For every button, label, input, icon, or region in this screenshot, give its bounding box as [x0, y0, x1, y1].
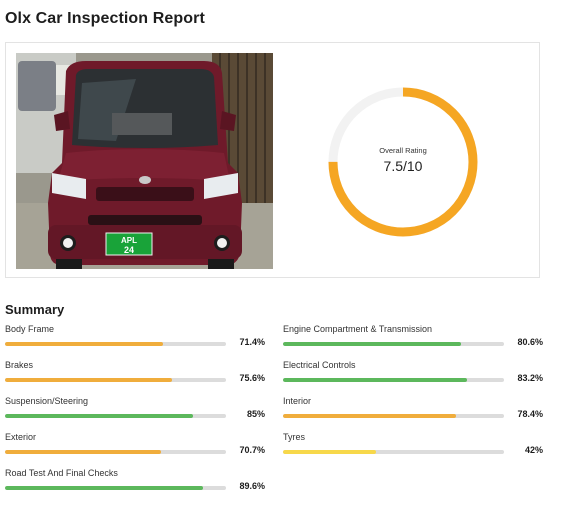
progress-fill: [283, 378, 467, 382]
progress-track: [283, 378, 504, 382]
metric-value: 42%: [524, 445, 543, 455]
page-title: Olx Car Inspection Report: [5, 10, 205, 27]
progress-track: [5, 450, 226, 454]
metric-value: 70.7%: [239, 445, 265, 455]
progress-track: [283, 414, 504, 418]
summary-item-road-test: Road Test And Final Checks 89.6%: [5, 468, 265, 498]
metric-value: 78.4%: [517, 409, 543, 419]
plate-line2-text: 24: [124, 245, 134, 255]
summary-item-body-frame: Body Frame 71.4%: [5, 324, 265, 354]
overall-rating-gauge: Overall Rating 7.5/10: [324, 83, 482, 241]
summary-item-brakes: Brakes 75.6%: [5, 360, 265, 390]
metric-value: 85%: [246, 409, 265, 419]
summary-item-exterior: Exterior 70.7%: [5, 432, 265, 462]
progress-track: [283, 450, 504, 454]
metric-label: Tyres: [283, 432, 306, 442]
progress-track: [283, 342, 504, 346]
progress-fill: [5, 378, 173, 382]
progress-fill: [5, 414, 193, 418]
metric-label: Body Frame: [5, 324, 55, 334]
metric-value: 80.6%: [517, 337, 543, 347]
rating-arc: [328, 87, 478, 237]
rating-label: Overall Rating: [379, 146, 427, 155]
summary-item-suspension-steering: Suspension/Steering 85%: [5, 396, 265, 426]
metric-label: Exterior: [5, 432, 37, 442]
metric-value: 75.6%: [239, 373, 265, 383]
summary-item-engine-compartment: Engine Compartment & Transmission 80.6%: [283, 324, 543, 354]
metric-label: Engine Compartment & Transmission: [283, 324, 433, 334]
metric-label: Interior: [283, 396, 312, 406]
vehicle-photo: APL 24: [16, 53, 273, 269]
summary-heading: Summary: [5, 302, 65, 317]
progress-fill: [5, 450, 162, 454]
plate-line1-text: APL: [121, 236, 137, 245]
metric-label: Suspension/Steering: [5, 396, 89, 406]
progress-track: [5, 342, 226, 346]
summary-item-interior: Interior 78.4%: [283, 396, 543, 426]
progress-fill: [5, 486, 204, 490]
overview-card: APL 24 Overall Rating 7.5/10: [5, 42, 540, 278]
metric-value: 89.6%: [239, 481, 265, 491]
progress-track: [5, 486, 226, 490]
progress-track: [5, 378, 226, 382]
progress-track: [5, 414, 226, 418]
metric-label: Electrical Controls: [283, 360, 356, 370]
progress-fill: [283, 450, 376, 454]
progress-fill: [5, 342, 163, 346]
metric-value: 71.4%: [239, 337, 265, 347]
metric-value: 83.2%: [517, 373, 543, 383]
rating-value: 7.5/10: [383, 158, 423, 174]
summary-item-electrical-controls: Electrical Controls 83.2%: [283, 360, 543, 390]
progress-fill: [283, 414, 457, 418]
summary-item-tyres: Tyres 42%: [283, 432, 543, 462]
progress-fill: [283, 342, 462, 346]
metric-label: Brakes: [5, 360, 34, 370]
metric-label: Road Test And Final Checks: [5, 468, 118, 478]
